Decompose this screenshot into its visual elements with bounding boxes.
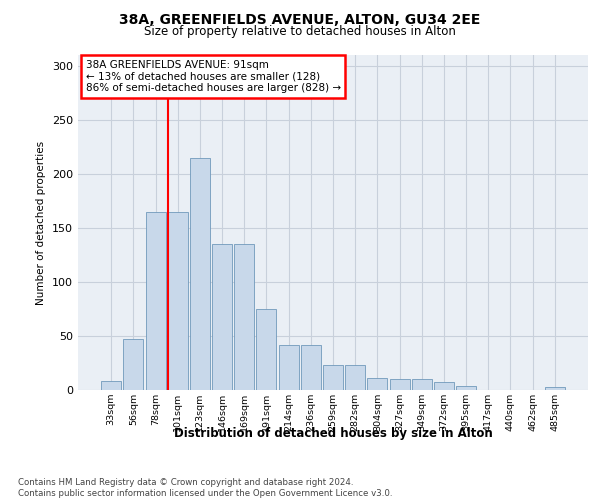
Bar bbox=[256, 309, 277, 390]
Bar bbox=[124, 339, 143, 390]
Bar bbox=[412, 379, 432, 390]
Bar bbox=[301, 344, 321, 390]
Text: 38A, GREENFIELDS AVENUE, ALTON, GU34 2EE: 38A, GREENFIELDS AVENUE, ALTON, GU34 2EE bbox=[119, 12, 481, 26]
Bar bbox=[389, 379, 410, 390]
Bar bbox=[323, 365, 343, 390]
Bar bbox=[278, 344, 299, 390]
Bar bbox=[434, 382, 454, 390]
Text: Distribution of detached houses by size in Alton: Distribution of detached houses by size … bbox=[173, 428, 493, 440]
Bar bbox=[456, 386, 476, 390]
Text: 38A GREENFIELDS AVENUE: 91sqm
← 13% of detached houses are smaller (128)
86% of : 38A GREENFIELDS AVENUE: 91sqm ← 13% of d… bbox=[86, 60, 341, 93]
Bar bbox=[345, 365, 365, 390]
Bar bbox=[168, 212, 188, 390]
Bar bbox=[234, 244, 254, 390]
Bar bbox=[101, 382, 121, 390]
Bar bbox=[545, 387, 565, 390]
Bar bbox=[146, 212, 166, 390]
Bar bbox=[212, 244, 232, 390]
Bar bbox=[190, 158, 210, 390]
Text: Size of property relative to detached houses in Alton: Size of property relative to detached ho… bbox=[144, 25, 456, 38]
Text: Contains HM Land Registry data © Crown copyright and database right 2024.
Contai: Contains HM Land Registry data © Crown c… bbox=[18, 478, 392, 498]
Y-axis label: Number of detached properties: Number of detached properties bbox=[37, 140, 46, 304]
Bar bbox=[367, 378, 388, 390]
